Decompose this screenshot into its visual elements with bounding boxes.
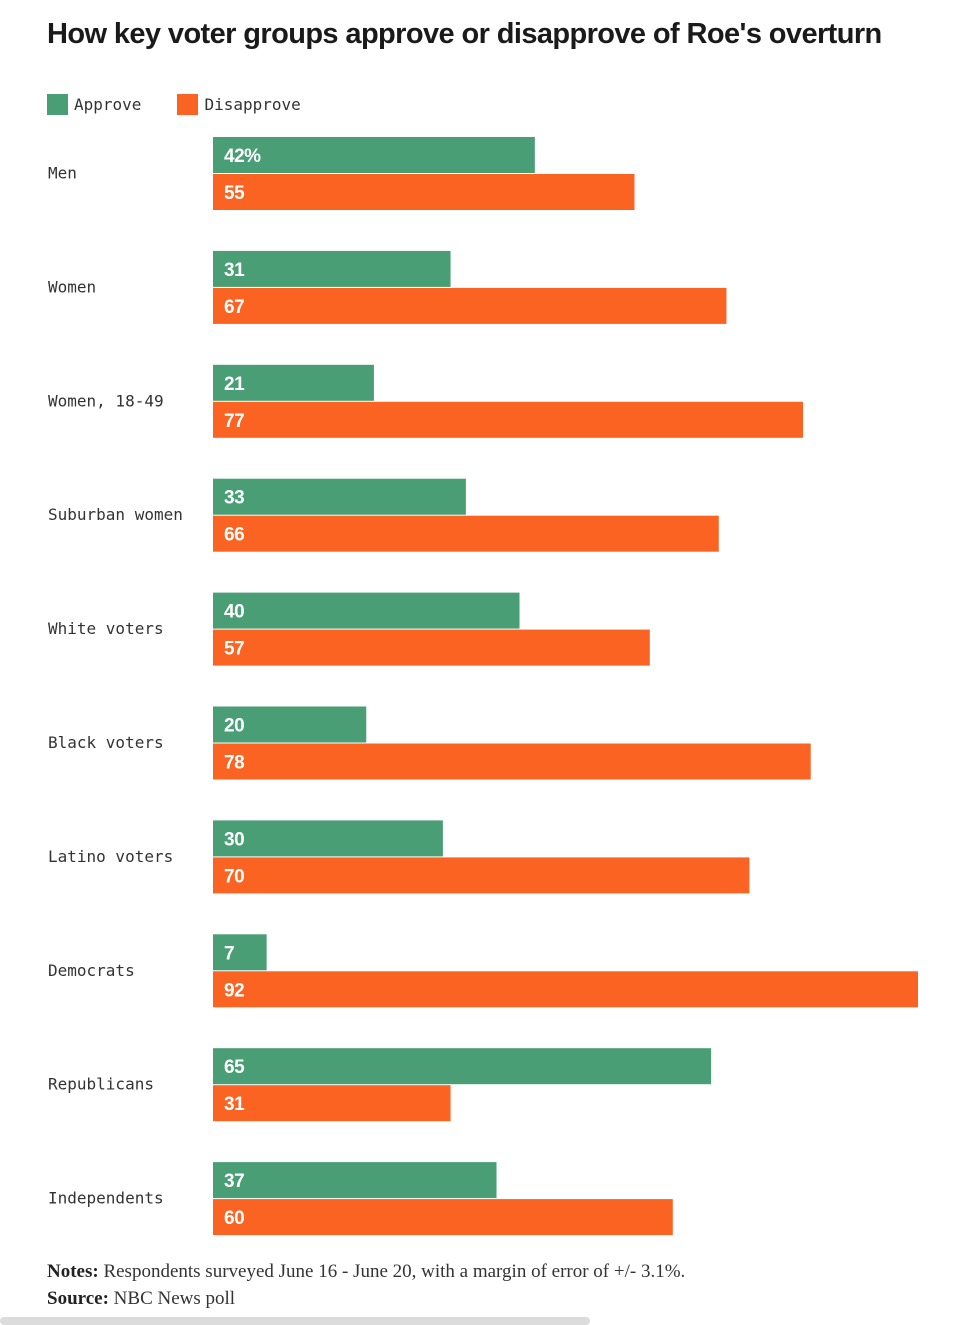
notes-line: Notes: Respondents surveyed June 16 - Ju… bbox=[47, 1258, 685, 1285]
legend: Approve Disapprove bbox=[47, 92, 337, 116]
notes-text: Respondents surveyed June 16 - June 20, … bbox=[103, 1261, 686, 1282]
value-label-approve-white-voters: 40 bbox=[224, 602, 244, 623]
legend-label-disapprove: Disapprove bbox=[204, 94, 301, 114]
category-label-women: Women bbox=[48, 277, 96, 296]
source-text: NBC News poll bbox=[113, 1288, 236, 1309]
source-line: Source: NBC News poll bbox=[47, 1285, 685, 1312]
bar-disapprove-latino-voters bbox=[213, 857, 750, 894]
value-label-disapprove-women: 67 bbox=[224, 297, 244, 318]
bar-approve-women-18-49 bbox=[213, 364, 374, 401]
legend-swatch-disapprove bbox=[177, 93, 199, 115]
bar-disapprove-democrats bbox=[213, 971, 918, 1008]
notes-label: Notes: bbox=[47, 1261, 99, 1282]
bar-disapprove-republicans bbox=[213, 1085, 451, 1122]
bar-approve-white-voters bbox=[213, 592, 520, 629]
category-label-latino-voters: Latino voters bbox=[48, 847, 173, 866]
bar-chart: Men 42% 55 Women 31 67 Women, 18-49 21 77 Suburba… bbox=[48, 137, 918, 1236]
legend-item-approve: Approve bbox=[47, 93, 142, 115]
value-label-disapprove-white-voters: 57 bbox=[224, 639, 244, 660]
value-label-disapprove-suburban-women: 66 bbox=[224, 525, 244, 546]
value-label-approve-black-voters: 20 bbox=[224, 716, 244, 737]
notes-block: Notes: Respondents surveyed June 16 - Ju… bbox=[47, 1258, 685, 1312]
category-label-independents: Independents bbox=[48, 1189, 164, 1208]
bar-disapprove-suburban-women bbox=[213, 515, 719, 552]
value-label-disapprove-men: 55 bbox=[224, 183, 245, 204]
value-label-approve-women: 31 bbox=[224, 260, 245, 281]
category-label-white-voters: White voters bbox=[48, 619, 164, 638]
bar-disapprove-women-18-49 bbox=[213, 401, 804, 438]
category-label-republicans: Republicans bbox=[48, 1075, 154, 1094]
value-label-disapprove-republicans: 31 bbox=[224, 1094, 245, 1115]
bar-approve-men bbox=[213, 137, 535, 173]
value-label-approve-independents: 37 bbox=[224, 1171, 244, 1192]
category-label-black-voters: Black voters bbox=[48, 733, 164, 752]
bar-disapprove-men bbox=[213, 174, 635, 210]
bar-approve-black-voters bbox=[213, 706, 367, 743]
value-label-approve-men: 42% bbox=[224, 146, 261, 167]
value-label-approve-democrats: 7 bbox=[224, 943, 234, 964]
legend-item-disapprove: Disapprove bbox=[177, 93, 301, 115]
bar-approve-women bbox=[213, 250, 451, 287]
value-label-disapprove-independents: 60 bbox=[224, 1208, 244, 1229]
value-label-disapprove-democrats: 92 bbox=[224, 980, 244, 1001]
category-label-women-18-49: Women, 18-49 bbox=[48, 391, 164, 410]
bar-disapprove-women bbox=[213, 287, 727, 324]
bar-disapprove-black-voters bbox=[213, 743, 811, 780]
value-label-disapprove-women-18-49: 77 bbox=[224, 411, 244, 432]
value-label-approve-latino-voters: 30 bbox=[224, 829, 244, 850]
bar-disapprove-independents bbox=[213, 1199, 673, 1236]
bar-disapprove-white-voters bbox=[213, 629, 650, 666]
bar-approve-democrats bbox=[213, 934, 267, 971]
bar-approve-republicans bbox=[213, 1048, 712, 1085]
category-label-men: Men bbox=[48, 164, 77, 183]
chart-title: How key voter groups approve or disappro… bbox=[47, 18, 882, 50]
bar-approve-independents bbox=[213, 1162, 497, 1199]
category-label-democrats: Democrats bbox=[48, 961, 135, 980]
bar-approve-latino-voters bbox=[213, 820, 443, 857]
value-label-approve-suburban-women: 33 bbox=[224, 488, 244, 509]
value-label-approve-women-18-49: 21 bbox=[224, 374, 245, 395]
horizontal-scrollbar[interactable] bbox=[0, 1317, 590, 1325]
category-label-suburban-women: Suburban women bbox=[48, 505, 183, 524]
value-label-approve-republicans: 65 bbox=[224, 1057, 245, 1078]
value-label-disapprove-black-voters: 78 bbox=[224, 753, 244, 774]
bar-approve-suburban-women bbox=[213, 478, 466, 515]
source-label: Source: bbox=[47, 1288, 109, 1309]
legend-swatch-approve bbox=[47, 93, 68, 115]
value-label-disapprove-latino-voters: 70 bbox=[224, 866, 244, 887]
legend-label-approve: Approve bbox=[74, 94, 142, 114]
